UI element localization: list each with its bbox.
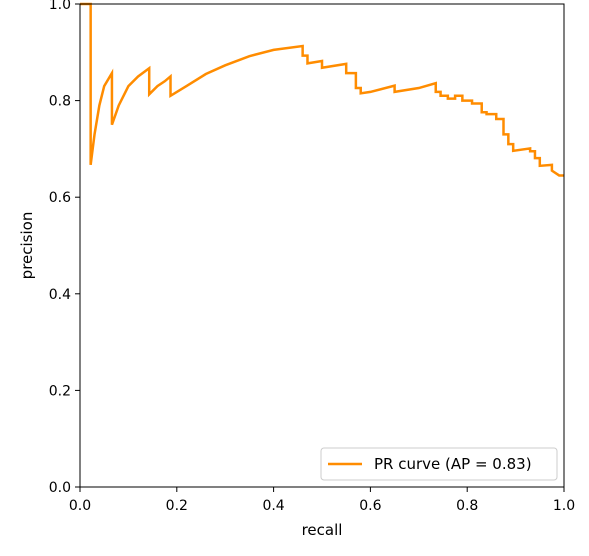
y-tick-label: 0.0 [49, 480, 71, 496]
legend-entry-pr-curve: PR curve (AP = 0.83) [374, 455, 532, 473]
y-tick-label: 1.0 [49, 0, 71, 13]
legend-box [320, 447, 558, 481]
x-tick-label: 0.4 [262, 498, 284, 514]
plot-area [80, 2, 564, 177]
series-line-0 [80, 2, 564, 177]
y-tick-label: 0.6 [49, 190, 71, 206]
y-tick-label: 0.2 [49, 383, 71, 399]
ticks: 0.0 0.2 0.4 0.6 0.8 1.0 0.0 0.2 0.4 0.6 0.8 1.0 [49, 0, 575, 514]
axes-frame [79, 3, 565, 488]
y-axis-label: precision [18, 212, 36, 280]
x-tick-label: 0.6 [359, 498, 381, 514]
x-tick-label: 1.0 [553, 498, 575, 514]
x-tick-label: 0.0 [69, 498, 91, 514]
x-axis-label: recall [302, 521, 343, 539]
y-tick-label: 0.4 [49, 287, 71, 303]
legend: PR curve (AP = 0.83) [320, 447, 558, 481]
x-tick-label: 0.8 [456, 498, 478, 514]
y-tick-label: 0.8 [49, 94, 71, 110]
x-tick-label: 0.2 [166, 498, 188, 514]
